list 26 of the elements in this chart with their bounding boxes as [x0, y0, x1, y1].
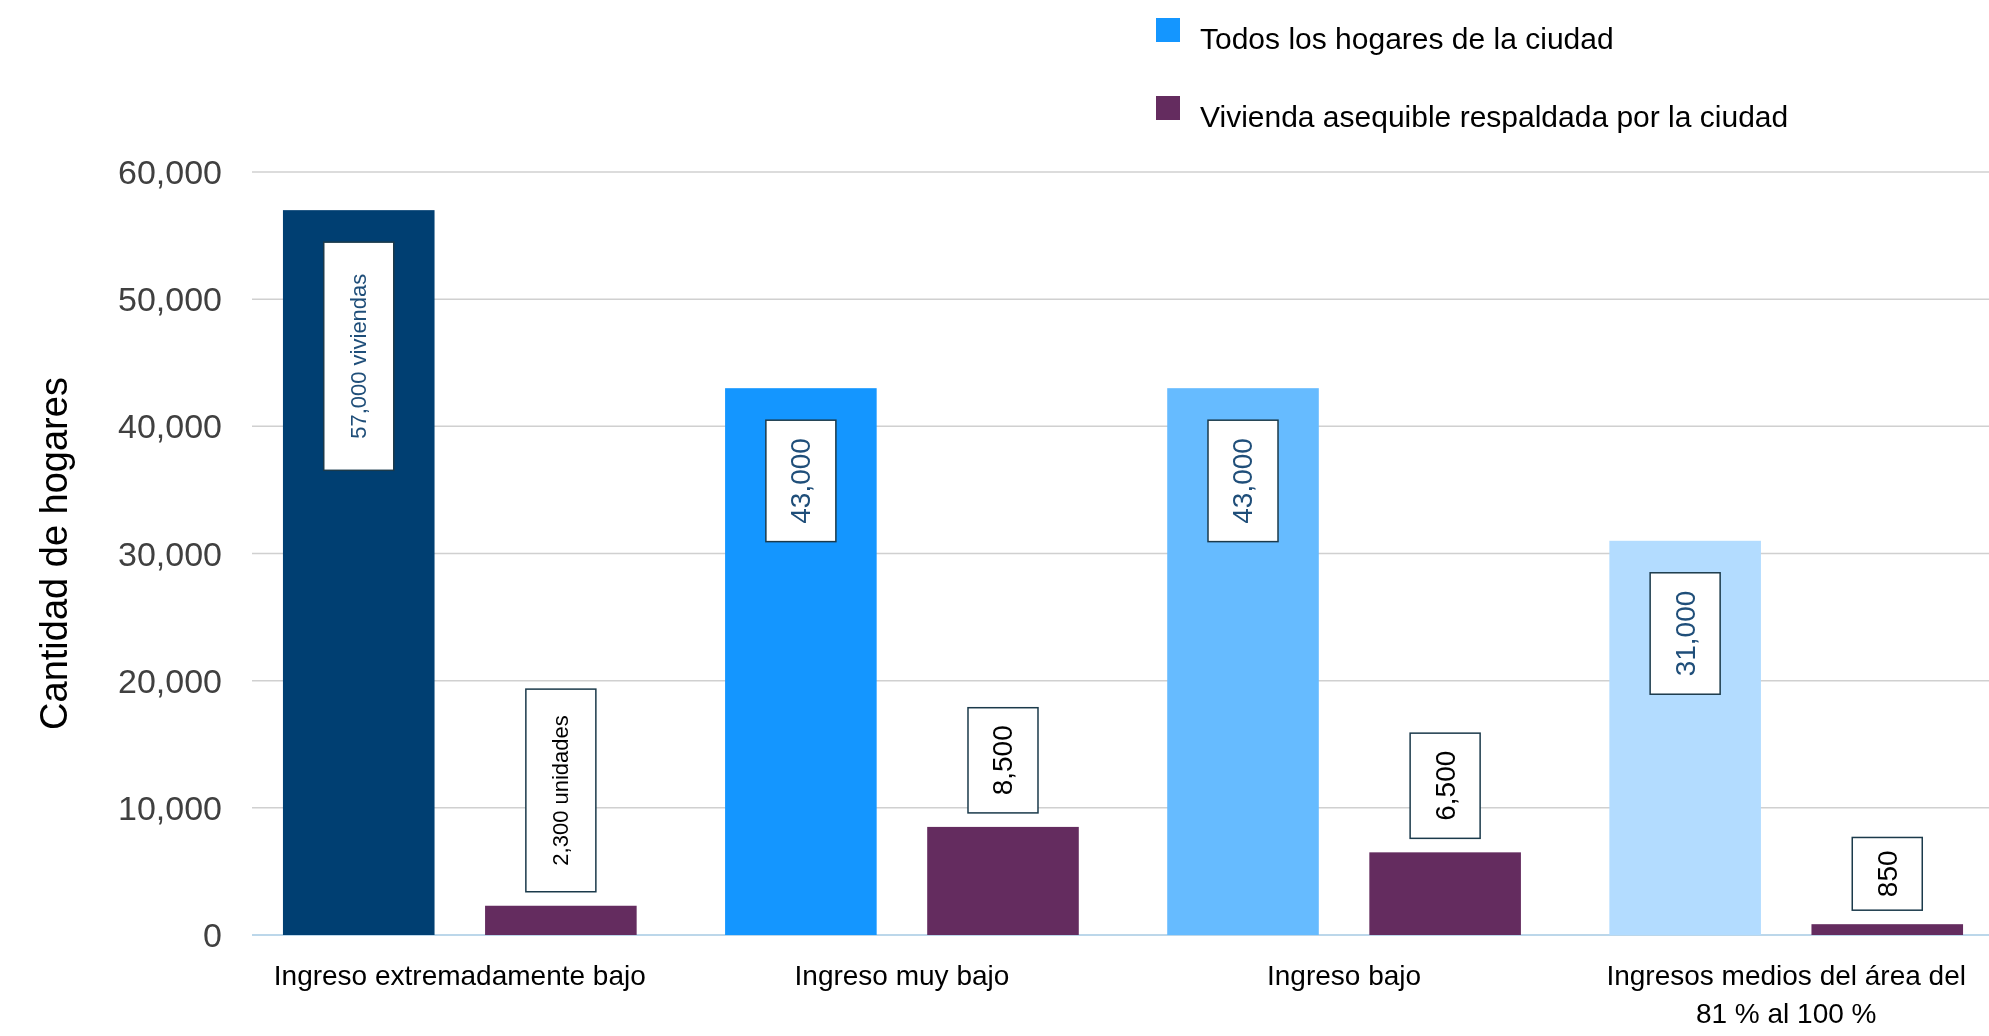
legend-label: Vivienda asequible respaldada por la ciudad	[1200, 99, 1789, 133]
data-label: 2,300 unidades	[548, 715, 574, 866]
bar	[1811, 924, 1964, 935]
y-tick-label: 60,000	[118, 153, 222, 191]
bar	[927, 826, 1079, 935]
bar	[485, 905, 637, 935]
data-label: 850	[1871, 850, 1903, 898]
data-label: 8,500	[987, 725, 1019, 796]
y-tick-label: 40,000	[118, 407, 222, 446]
x-tick-label: Ingreso extremadamente bajo	[273, 960, 646, 991]
x-tick-label: Ingreso muy bajo	[794, 960, 1010, 991]
x-tick-label: Ingresos medios del área del 81 % al 100 %	[1606, 960, 1966, 1029]
data-label: 57,000 viviendas	[346, 273, 372, 439]
data-label: 6,500	[1429, 750, 1461, 821]
y-tick-label: 50,000	[118, 280, 222, 319]
data-label: 31,000	[1669, 590, 1701, 677]
x-tick-label: Ingreso bajo	[1267, 960, 1422, 991]
y-axis-title: Cantidad de hogares	[33, 377, 75, 730]
legend-label: Todos los hogares de la ciudad	[1200, 21, 1614, 55]
y-tick-label: 0	[203, 916, 222, 954]
data-label: 43,000	[1227, 438, 1259, 524]
y-tick-label: 30,000	[118, 534, 222, 573]
y-tick-label: 10,000	[118, 788, 222, 827]
y-tick-label: 20,000	[118, 661, 222, 700]
data-label: 43,000	[785, 438, 817, 524]
bar	[1369, 852, 1521, 935]
